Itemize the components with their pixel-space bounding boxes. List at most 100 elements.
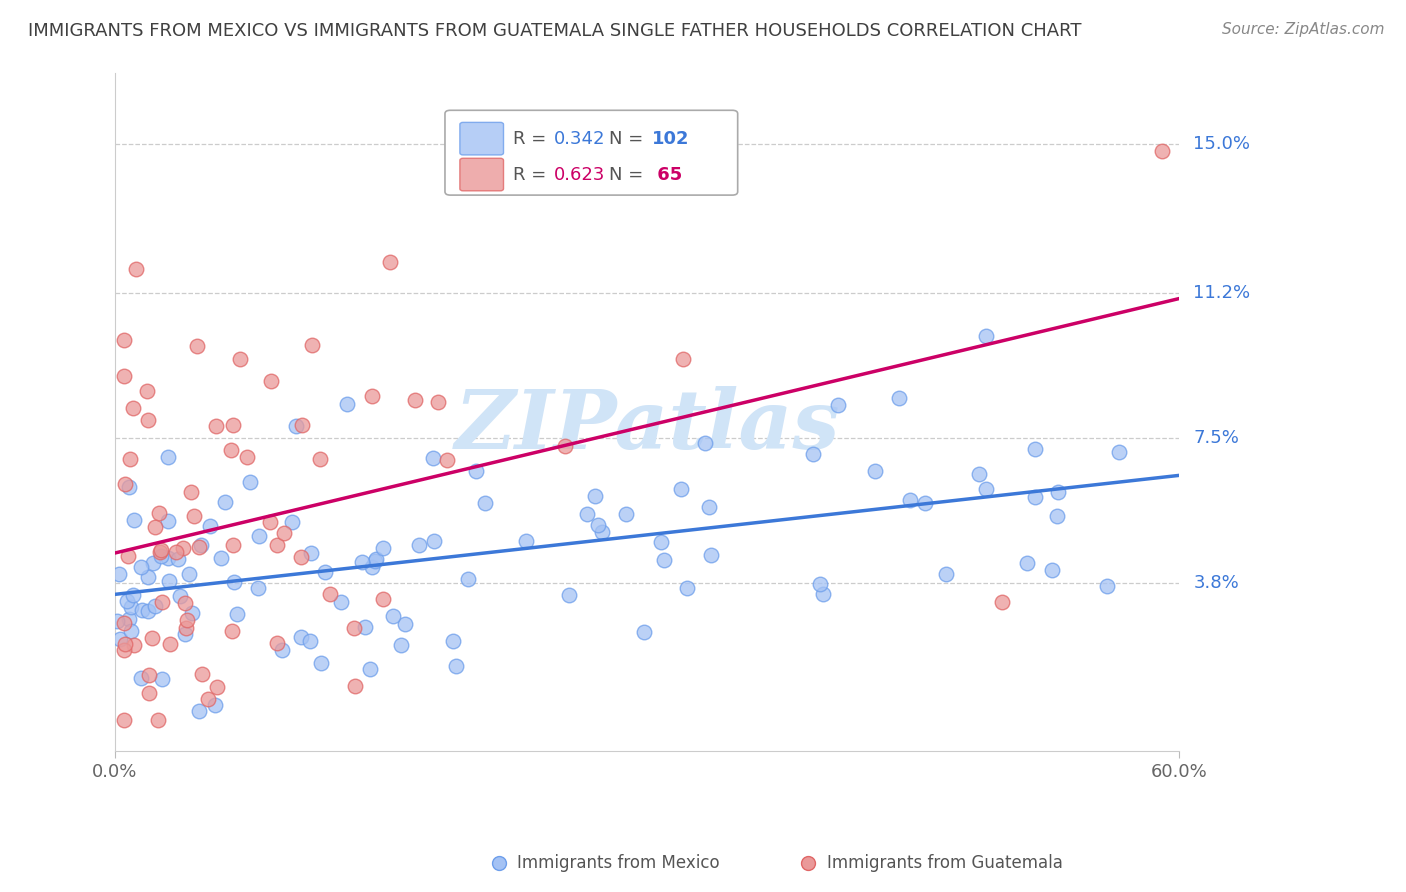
Point xyxy=(967,467,990,481)
Point xyxy=(330,594,353,608)
Point xyxy=(112,713,135,727)
Point xyxy=(183,508,205,523)
Point xyxy=(827,398,849,412)
Point xyxy=(118,612,141,626)
Text: 65: 65 xyxy=(651,166,683,184)
Text: Source: ZipAtlas.com: Source: ZipAtlas.com xyxy=(1222,22,1385,37)
Point xyxy=(914,496,936,510)
Point xyxy=(669,482,692,496)
Point xyxy=(225,607,247,621)
Text: ZIPatlas: ZIPatlas xyxy=(454,385,839,466)
Point xyxy=(114,637,136,651)
Point xyxy=(444,658,467,673)
Text: 102: 102 xyxy=(651,129,689,148)
Text: 0.623: 0.623 xyxy=(554,166,605,184)
Point xyxy=(474,496,496,510)
Point xyxy=(319,587,342,601)
Point xyxy=(120,624,142,639)
Point xyxy=(156,450,179,464)
Point xyxy=(157,514,180,528)
Point xyxy=(190,538,212,552)
Point xyxy=(991,595,1014,609)
Point xyxy=(270,643,292,657)
Point xyxy=(314,565,336,579)
Point xyxy=(591,525,613,540)
Point xyxy=(108,567,131,582)
Point xyxy=(112,369,135,384)
Point xyxy=(117,549,139,563)
Point xyxy=(308,451,330,466)
Point xyxy=(229,352,252,367)
Point xyxy=(150,673,173,687)
Point xyxy=(976,483,998,497)
Point xyxy=(222,538,245,552)
Text: 11.2%: 11.2% xyxy=(1194,284,1250,301)
Point xyxy=(898,493,921,508)
Point xyxy=(361,560,384,574)
Point xyxy=(1108,444,1130,458)
Point xyxy=(222,417,245,432)
Point xyxy=(1024,442,1046,456)
Point xyxy=(138,685,160,699)
Point xyxy=(700,548,723,562)
Text: N =: N = xyxy=(609,166,650,184)
Point xyxy=(290,549,312,564)
Point xyxy=(136,384,159,398)
Point xyxy=(273,525,295,540)
Point xyxy=(935,567,957,582)
Text: R =: R = xyxy=(513,129,553,148)
Point xyxy=(188,540,211,554)
Point xyxy=(174,622,197,636)
Point xyxy=(813,587,835,601)
Point xyxy=(301,338,323,352)
Point xyxy=(291,417,314,432)
Point xyxy=(219,442,242,457)
Point xyxy=(122,513,145,527)
Point xyxy=(1095,579,1118,593)
Point xyxy=(136,412,159,426)
Point xyxy=(1040,564,1063,578)
Point xyxy=(129,671,152,685)
Point xyxy=(373,592,395,607)
Point xyxy=(974,329,997,343)
Point xyxy=(152,595,174,609)
Point xyxy=(408,538,430,552)
Point xyxy=(177,566,200,581)
Point xyxy=(364,551,387,566)
Point xyxy=(1024,491,1046,505)
Point xyxy=(166,552,188,566)
Point xyxy=(180,607,202,621)
Point xyxy=(863,464,886,478)
Text: Immigrants from Guatemala: Immigrants from Guatemala xyxy=(827,855,1063,872)
Point xyxy=(1046,484,1069,499)
Point xyxy=(1015,557,1038,571)
Point xyxy=(122,401,145,416)
Point xyxy=(157,551,180,566)
Point xyxy=(173,627,195,641)
Point xyxy=(887,391,910,405)
Point xyxy=(165,545,187,559)
Point xyxy=(108,632,131,647)
Point xyxy=(180,484,202,499)
Point xyxy=(616,507,638,521)
Point xyxy=(352,555,374,569)
Point xyxy=(214,494,236,508)
Point xyxy=(118,451,141,466)
Point xyxy=(204,698,226,713)
Point xyxy=(112,643,135,657)
Point xyxy=(371,541,394,556)
Point xyxy=(280,515,302,529)
Point xyxy=(364,554,387,568)
Point xyxy=(136,604,159,618)
Point xyxy=(697,500,720,515)
Point xyxy=(266,538,288,552)
Point xyxy=(361,389,384,403)
Point xyxy=(131,603,153,617)
Point xyxy=(266,636,288,650)
Point xyxy=(173,596,195,610)
Point xyxy=(586,517,609,532)
Point xyxy=(441,633,464,648)
Point xyxy=(436,452,458,467)
FancyBboxPatch shape xyxy=(444,111,738,195)
Point xyxy=(380,255,402,269)
